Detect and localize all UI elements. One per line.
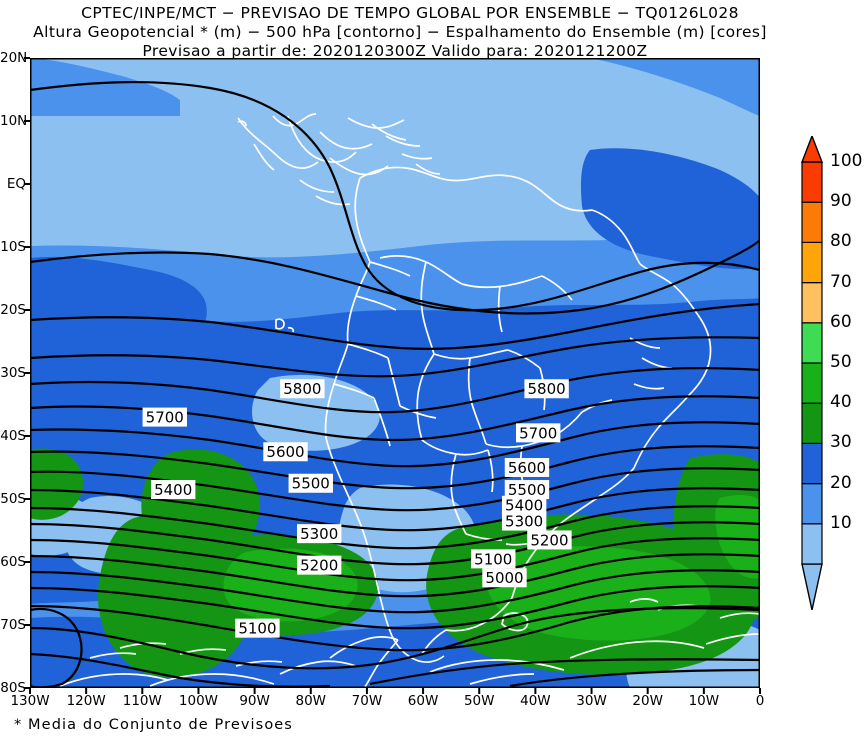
- x-axis-tick-label: 80W: [295, 693, 327, 709]
- x-axis-tick-label: 110W: [122, 693, 162, 709]
- x-axis-tick-label: 70W: [351, 693, 383, 709]
- colorbar-segment: [801, 322, 823, 364]
- x-axis-tick-label: 0: [755, 693, 765, 709]
- chart-title-line1: CPTEC/INPE/MCT − PREVISAO DE TEMPO GLOBA…: [81, 4, 739, 22]
- colorbar-tick-label: 30: [830, 432, 852, 453]
- colorbar-tick-label: 20: [830, 472, 852, 493]
- colorbar-segment: [801, 161, 823, 203]
- contour-label-box: [524, 379, 569, 399]
- colorbar-segment: [801, 201, 823, 243]
- colorbar-tick-label: 100: [830, 151, 863, 171]
- x-axis-tick-label: 130W: [10, 693, 50, 709]
- colorbar-tick-label: 50: [830, 352, 852, 372]
- contour-label-box: [150, 480, 196, 500]
- colorbar[interactable]: [796, 136, 838, 610]
- y-axis-tick-label: 40S: [0, 428, 26, 444]
- colorbar-tick-label: 80: [830, 231, 852, 252]
- contour-label-box: [296, 524, 342, 544]
- contour-label-box: [482, 568, 527, 588]
- contour-label: 5100: [474, 550, 512, 568]
- colorbar-tick-label: 90: [830, 191, 852, 212]
- contour-label: 5400: [154, 481, 192, 499]
- contour-label: 5200: [530, 531, 568, 549]
- contour-label-box: [288, 473, 333, 493]
- y-axis-tick-label: 20S: [0, 302, 26, 318]
- x-axis-tick-label: 20W: [632, 693, 663, 709]
- y-axis-tick-label: 10N: [0, 113, 28, 129]
- y-axis-tick-label: 70S: [0, 617, 26, 633]
- contour-label: 5700: [146, 409, 184, 427]
- contour-label: 5700: [519, 424, 557, 442]
- y-axis-tick-label: 20N: [0, 50, 28, 66]
- colorbar-segment: [801, 241, 823, 284]
- contour-label-box: [142, 407, 187, 427]
- contour-label: 5800: [283, 380, 321, 398]
- contour-label-box: [527, 530, 572, 550]
- colorbar-tick-label: 40: [830, 392, 852, 413]
- x-axis-tick-label: 50W: [463, 693, 495, 709]
- x-axis-tick-label: 120W: [66, 693, 106, 709]
- colorbar-segment: [801, 442, 823, 485]
- contour-label: 5200: [300, 557, 338, 575]
- contour-label-box: [280, 379, 325, 399]
- contour-label-box: [504, 458, 550, 477]
- y-axis-tick-label: 10S: [0, 239, 26, 255]
- y-axis-tick-label: 60S: [0, 554, 26, 570]
- colorbar-extend-low: [801, 563, 823, 610]
- contour-label-box: [471, 549, 516, 569]
- contour-label: 5500: [292, 475, 330, 493]
- colorbar-tick-label: 10: [830, 512, 852, 533]
- contour-label-box: [504, 480, 550, 500]
- colorbar-segment: [801, 282, 823, 324]
- contour-label: 5000: [485, 569, 523, 587]
- contour-label-box: [263, 442, 308, 462]
- contour-label: 5800: [528, 380, 566, 398]
- contour-label-box: [501, 495, 547, 515]
- x-axis-tick-label: 10W: [688, 693, 720, 709]
- colorbar-segment: [801, 523, 823, 565]
- contour-label: 5600: [266, 443, 304, 461]
- colorbar-tick-label: 70: [830, 271, 852, 292]
- contour-label: 5500: [508, 481, 546, 499]
- contour-label: 5400: [505, 497, 543, 515]
- contour-label-box: [296, 555, 342, 575]
- colorbar-segment: [801, 483, 823, 525]
- figure-footnote: * Media do Conjunto de Previsoes: [14, 717, 293, 733]
- geopotential-contours: [30, 80, 760, 688]
- chart-title-line3: Previsao a partir de: 2020120300Z Valido…: [142, 42, 648, 60]
- x-axis-tick-label: 90W: [239, 693, 270, 709]
- colorbar-segment: [801, 362, 823, 404]
- colorbar-extend-high: [800, 136, 824, 163]
- x-axis-tick-label: 30W: [576, 693, 607, 709]
- y-axis-tick-label: 50S: [0, 491, 26, 507]
- x-axis-tick-label: 60W: [407, 693, 439, 709]
- y-axis-tick-label: 80S: [0, 680, 26, 696]
- contour-label-box: [501, 511, 547, 531]
- x-axis-tick-label: 100W: [178, 693, 219, 709]
- contour-label: 5600: [508, 459, 546, 477]
- y-axis-tick-label: 30S: [0, 365, 26, 381]
- coastlines: [59, 113, 760, 688]
- chart-title-line2: Altura Geopotencial * (m) − 500 hPa [con…: [33, 23, 767, 41]
- contour-label-box: [515, 423, 561, 443]
- contour-label: 5100: [238, 620, 276, 638]
- contour-label: 5300: [300, 525, 338, 543]
- x-axis-tick-label: 40W: [520, 693, 551, 709]
- colorbar-segment: [801, 402, 823, 445]
- y-axis-tick-label: EQ: [6, 176, 26, 192]
- contour-label: 5300: [505, 512, 543, 530]
- colorbar-tick-label: 60: [830, 311, 852, 332]
- contour-label-box: [235, 618, 280, 638]
